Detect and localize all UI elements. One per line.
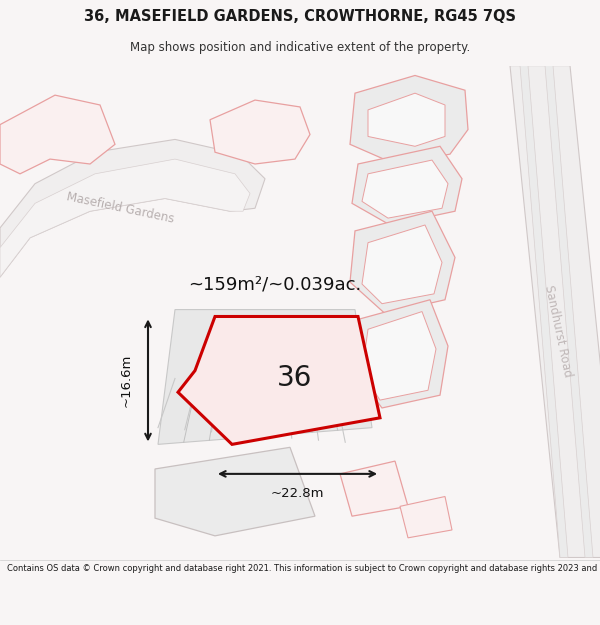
Text: Masefield Gardens: Masefield Gardens xyxy=(65,191,175,226)
Polygon shape xyxy=(350,211,455,314)
Text: ~16.6m: ~16.6m xyxy=(119,354,133,407)
Polygon shape xyxy=(0,159,250,277)
Polygon shape xyxy=(510,66,600,558)
Polygon shape xyxy=(0,95,115,174)
Polygon shape xyxy=(340,461,408,516)
Text: 36: 36 xyxy=(277,364,313,392)
Text: Contains OS data © Crown copyright and database right 2021. This information is : Contains OS data © Crown copyright and d… xyxy=(7,564,600,573)
Text: 36, MASEFIELD GARDENS, CROWTHORNE, RG45 7QS: 36, MASEFIELD GARDENS, CROWTHORNE, RG45 … xyxy=(84,9,516,24)
Polygon shape xyxy=(545,66,593,558)
Polygon shape xyxy=(155,448,315,536)
Polygon shape xyxy=(362,160,448,218)
Polygon shape xyxy=(352,146,462,225)
Polygon shape xyxy=(520,66,568,558)
Polygon shape xyxy=(400,496,452,538)
Polygon shape xyxy=(210,100,310,164)
Polygon shape xyxy=(362,225,442,304)
Text: Map shows position and indicative extent of the property.: Map shows position and indicative extent… xyxy=(130,41,470,54)
Polygon shape xyxy=(368,93,445,146)
Polygon shape xyxy=(350,76,468,164)
Polygon shape xyxy=(352,300,448,408)
Polygon shape xyxy=(362,311,436,400)
Polygon shape xyxy=(0,139,265,277)
Polygon shape xyxy=(178,316,380,444)
Polygon shape xyxy=(158,309,372,444)
Text: Sandhurst Road: Sandhurst Road xyxy=(542,284,574,379)
Text: ~159m²/~0.039ac.: ~159m²/~0.039ac. xyxy=(188,275,362,293)
Text: ~22.8m: ~22.8m xyxy=(271,487,324,500)
